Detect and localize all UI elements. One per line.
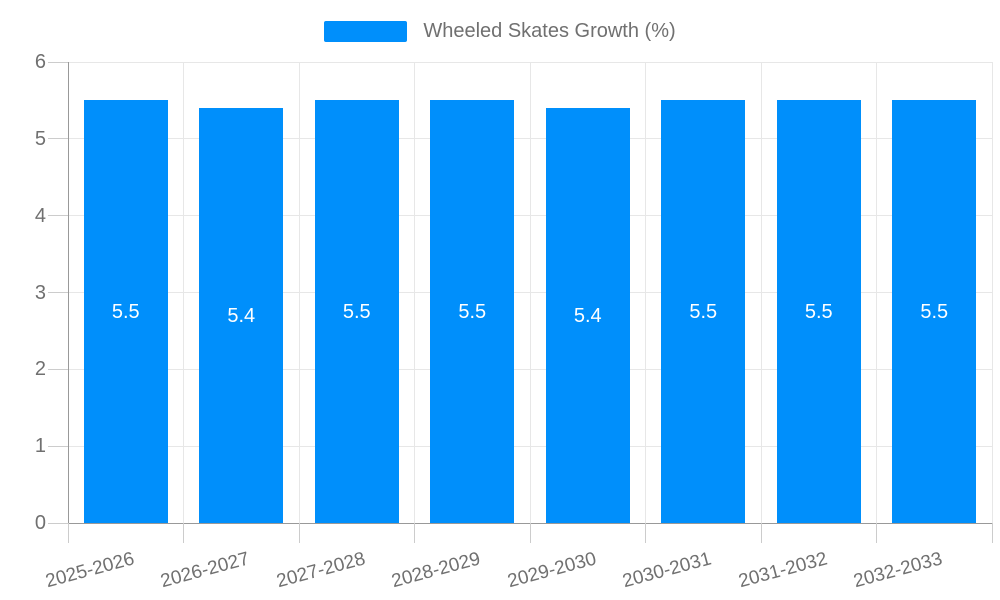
x-gridline <box>529 62 531 523</box>
legend-series-label: Wheeled Skates Growth (%) <box>423 20 676 42</box>
x-gridline <box>298 62 300 523</box>
x-gridline <box>645 62 646 523</box>
bar-2025-2026[interactable] <box>83 100 168 523</box>
x-axis-tick-label: 2031-2032 <box>736 548 830 593</box>
y-gridline <box>68 61 992 63</box>
y-axis-tick-label: 1 <box>34 435 46 458</box>
x-tick-mark <box>298 523 300 543</box>
x-tick-mark <box>760 523 762 543</box>
y-tick-mark <box>48 522 68 524</box>
x-tick-mark <box>991 523 993 543</box>
y-axis-line <box>67 62 69 523</box>
x-tick-mark <box>645 523 646 543</box>
x-tick-mark <box>529 523 531 543</box>
x-gridline <box>991 62 993 523</box>
x-axis-tick-label: 2026-2027 <box>158 548 252 593</box>
y-tick-mark <box>48 445 68 447</box>
y-tick-mark <box>48 368 68 370</box>
y-axis-tick-label: 3 <box>34 281 46 304</box>
x-axis-tick-label: 2032-2033 <box>851 548 945 593</box>
legend-item-wheeled-skates[interactable]: Wheeled Skates Growth (%) <box>324 20 676 43</box>
bar-2030-2031[interactable] <box>661 100 746 523</box>
x-gridline <box>183 62 184 523</box>
x-gridline <box>414 62 415 523</box>
y-axis-tick-label: 6 <box>34 51 46 73</box>
bar-2031-2032[interactable] <box>776 100 861 523</box>
x-axis-tick-label: 2030-2031 <box>620 548 714 593</box>
y-tick-mark <box>48 292 68 293</box>
y-axis-tick-label: 0 <box>34 512 46 534</box>
x-gridline <box>760 62 762 523</box>
y-axis-tick-label: 5 <box>34 127 46 150</box>
x-axis-tick-label: 2027-2028 <box>274 548 368 593</box>
bar-2029-2030[interactable] <box>545 108 630 523</box>
legend: Wheeled Skates Growth (%) <box>0 20 1000 43</box>
y-tick-mark <box>48 61 68 63</box>
y-axis-tick-label: 2 <box>34 358 46 381</box>
y-tick-mark <box>48 138 68 140</box>
x-tick-mark <box>876 523 877 543</box>
x-tick-mark <box>414 523 415 543</box>
x-axis-tick-label: 2025-2026 <box>43 548 137 593</box>
y-tick-mark <box>48 215 68 217</box>
x-axis-tick-label: 2028-2029 <box>389 548 483 593</box>
x-axis-tick-label: 2029-2030 <box>505 548 599 593</box>
x-gridline <box>876 62 877 523</box>
x-tick-mark <box>183 523 184 543</box>
bar-2026-2027[interactable] <box>199 108 284 523</box>
bar-2027-2028[interactable] <box>314 100 399 523</box>
bar-2028-2029[interactable] <box>430 100 515 523</box>
x-tick-mark <box>67 523 69 543</box>
legend-swatch-icon <box>324 21 408 42</box>
y-axis-tick-label: 4 <box>34 204 46 227</box>
bar-2032-2033[interactable] <box>892 100 977 523</box>
